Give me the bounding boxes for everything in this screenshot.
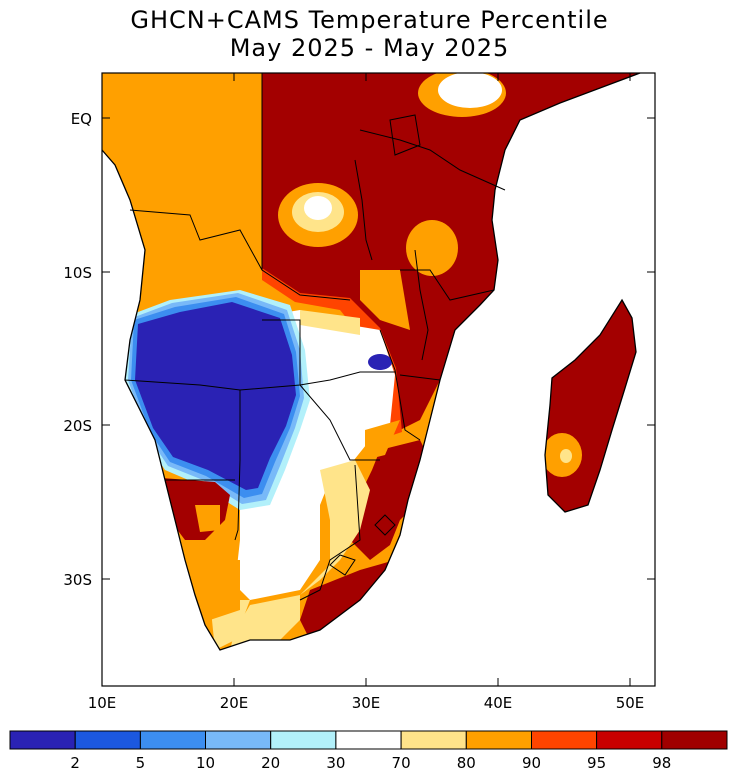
- legend-swatch: [531, 730, 598, 750]
- legend-label: 5: [136, 754, 146, 772]
- lon-label: 40E: [484, 694, 513, 712]
- map-subtitle: May 2025 - May 2025: [229, 34, 510, 62]
- legend-label: 80: [457, 754, 476, 772]
- country-borders: [124, 73, 506, 601]
- legend-swatch: [400, 730, 467, 750]
- lat-labels: EQ 10S 20S 30S: [63, 110, 92, 589]
- legend-swatch: [74, 730, 141, 750]
- map-title: GHCN+CAMS Temperature Percentile: [130, 6, 609, 34]
- lat-label: 20S: [63, 417, 92, 435]
- legend-swatch: [205, 730, 272, 750]
- legend-label: 98: [652, 754, 671, 772]
- legend-swatch: [596, 730, 663, 750]
- lon-label: 20E: [220, 694, 249, 712]
- legend-swatch: [139, 730, 207, 750]
- legend-label: 2: [70, 754, 80, 772]
- legend-swatch: [661, 730, 728, 750]
- legend-label: 90: [522, 754, 541, 772]
- legend-label: 10: [196, 754, 215, 772]
- lon-label: 30E: [352, 694, 381, 712]
- legend-swatch: [9, 730, 76, 750]
- legend-swatch: [270, 730, 337, 750]
- plot-frame: [101, 72, 656, 687]
- lat-label: 10S: [63, 264, 92, 282]
- lon-label: 50E: [616, 694, 645, 712]
- lat-label: EQ: [71, 110, 92, 128]
- axis-ticks: [101, 73, 655, 686]
- color-legend: 2 5 10 20 30 70 80 90 95 98: [9, 730, 728, 772]
- lon-label: 10E: [88, 694, 117, 712]
- lat-label: 30S: [63, 571, 92, 589]
- legend-label: 70: [392, 754, 411, 772]
- legend-swatch: [465, 730, 532, 750]
- lon-labels: 10E 20E 30E 40E 50E: [88, 694, 645, 712]
- coastlines: [101, 72, 641, 651]
- legend-label: 30: [326, 754, 345, 772]
- legend-label: 20: [261, 754, 280, 772]
- legend-swatch: [335, 730, 402, 750]
- legend-label: 95: [587, 754, 606, 772]
